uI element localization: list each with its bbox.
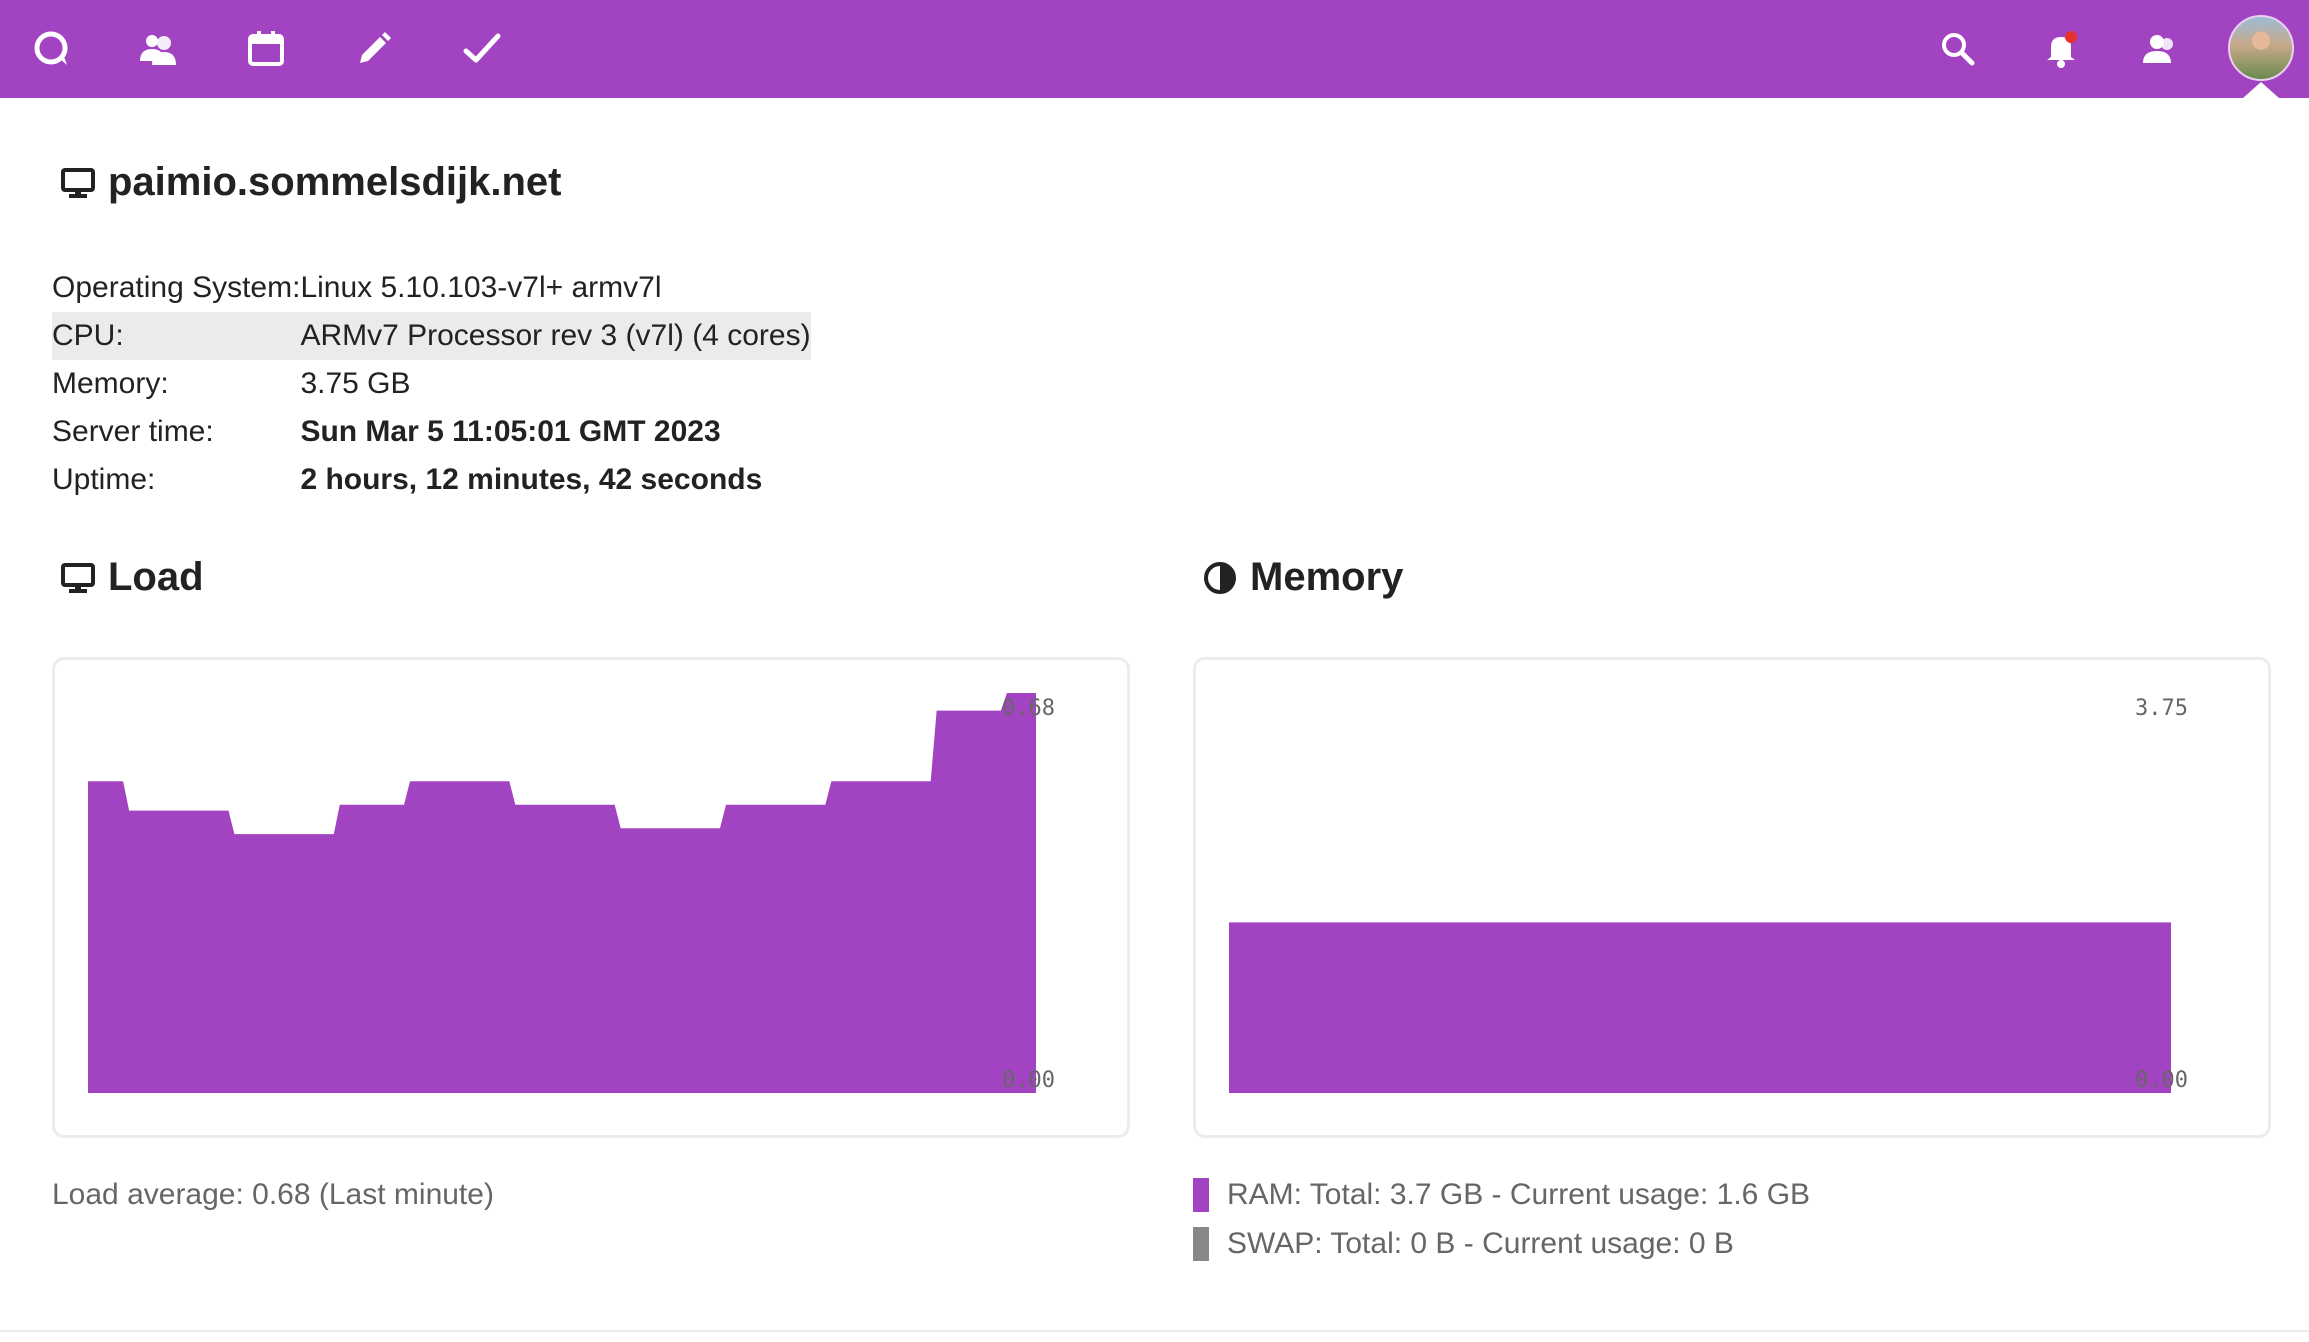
server-info-table: Operating System: Linux 5.10.103-v7l+ ar… bbox=[52, 264, 811, 504]
load-chart-svg: 0.68 0.00 bbox=[88, 693, 1055, 1093]
notifications-icon[interactable] bbox=[2033, 21, 2089, 77]
memory-max-tick-label: 3.75 bbox=[2135, 696, 2188, 721]
info-value: 3.75 GB bbox=[300, 367, 411, 400]
info-label: Memory: bbox=[52, 367, 169, 400]
pie-chart-icon bbox=[1204, 561, 1236, 594]
avatar-menu-caret bbox=[2243, 82, 2279, 98]
load-average-text: Load average: 0.68 (Last minute) bbox=[52, 1178, 494, 1211]
memory-min-tick-label: 0.00 bbox=[2135, 1068, 2188, 1093]
ram-legend: RAM: Total: 3.7 GB - Current usage: 1.6 … bbox=[1193, 1178, 1810, 1212]
memory-chart-svg: 3.75 0.00 bbox=[1229, 696, 2188, 1093]
user-avatar[interactable] bbox=[2228, 15, 2294, 81]
info-row-server-time: Server time: Sun Mar 5 11:05:01 GMT 2023 bbox=[52, 408, 811, 456]
monitor-icon bbox=[61, 562, 95, 593]
bottom-divider bbox=[0, 1330, 2309, 1332]
swap-legend-text: SWAP: Total: 0 B - Current usage: 0 B bbox=[1227, 1227, 1734, 1260]
server-hostname: paimio.sommelsdijk.net bbox=[108, 160, 562, 204]
memory-title: Memory bbox=[1250, 555, 1404, 599]
search-icon[interactable] bbox=[1930, 21, 1986, 77]
load-max-tick-label: 0.68 bbox=[1002, 696, 1055, 721]
info-value: Sun Mar 5 11:05:01 GMT 2023 bbox=[300, 415, 721, 448]
monitor-icon bbox=[61, 167, 95, 198]
swap-legend-swatch bbox=[1193, 1227, 1209, 1261]
load-min-tick-label: 0.00 bbox=[1002, 1068, 1055, 1093]
memory-heading: Memory bbox=[1202, 555, 1403, 600]
info-value: ARMv7 Processor rev 3 (v7l) (4 cores) bbox=[300, 312, 811, 360]
info-row-memory: Memory: 3.75 GB bbox=[52, 360, 811, 408]
info-label: Uptime: bbox=[52, 463, 156, 496]
load-heading: Load bbox=[60, 555, 204, 600]
info-label: Server time: bbox=[52, 415, 214, 448]
info-row-os: Operating System: Linux 5.10.103-v7l+ ar… bbox=[52, 264, 811, 312]
ram-legend-swatch bbox=[1193, 1178, 1209, 1212]
contacts-menu-icon[interactable] bbox=[2131, 21, 2187, 77]
calendar-icon[interactable] bbox=[238, 21, 294, 77]
ram-series-area bbox=[1229, 922, 2171, 1093]
info-value: Linux 5.10.103-v7l+ armv7l bbox=[300, 271, 662, 304]
server-hostname-heading: paimio.sommelsdijk.net bbox=[60, 160, 561, 205]
load-chart: 0.68 0.00 bbox=[52, 657, 1130, 1138]
info-row-cpu: CPU: ARMv7 Processor rev 3 (v7l) (4 core… bbox=[52, 312, 811, 360]
ram-legend-text: RAM: Total: 3.7 GB - Current usage: 1.6 … bbox=[1227, 1178, 1811, 1211]
top-navigation-bar bbox=[0, 0, 2309, 98]
info-label: Operating System: bbox=[52, 271, 301, 304]
contacts-icon[interactable] bbox=[130, 21, 186, 77]
info-label: CPU: bbox=[52, 312, 301, 360]
load-series-area bbox=[88, 693, 1036, 1093]
info-row-uptime: Uptime: 2 hours, 12 minutes, 42 seconds bbox=[52, 456, 811, 504]
talk-icon[interactable] bbox=[23, 21, 79, 77]
tasks-icon[interactable] bbox=[454, 21, 510, 77]
memory-chart: 3.75 0.00 bbox=[1193, 657, 2271, 1138]
swap-legend: SWAP: Total: 0 B - Current usage: 0 B bbox=[1193, 1227, 1734, 1261]
info-value: 2 hours, 12 minutes, 42 seconds bbox=[300, 463, 763, 496]
notes-icon[interactable] bbox=[346, 21, 402, 77]
load-title: Load bbox=[108, 555, 204, 599]
